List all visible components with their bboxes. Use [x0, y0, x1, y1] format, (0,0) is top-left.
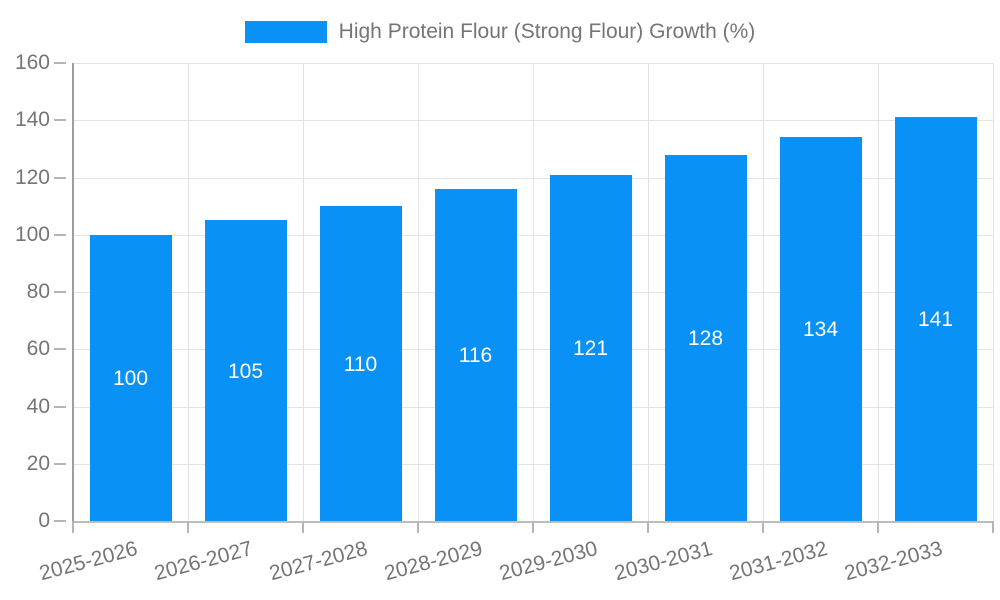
- y-axis-tick-label: 0: [38, 509, 50, 532]
- x-axis-tick: [992, 521, 994, 533]
- y-axis-tick: [54, 233, 66, 236]
- y-axis-tick-label: 160: [14, 51, 50, 74]
- bar-2028-2029[interactable]: 116: [434, 188, 517, 521]
- y-axis-line: [72, 63, 74, 533]
- bar-value-label: 100: [112, 366, 149, 390]
- y-axis-tick: [54, 176, 66, 179]
- bar-value-label: 134: [802, 318, 839, 342]
- y-axis-tick-label: 120: [14, 165, 50, 189]
- x-axis-tick: [302, 521, 304, 533]
- x-gridline: [648, 63, 649, 521]
- x-gridline: [533, 63, 534, 521]
- x-gridline: [878, 63, 879, 521]
- bar-2031-2032[interactable]: 134: [779, 137, 862, 521]
- x-axis-tick: [877, 521, 879, 533]
- x-axis-tick: [762, 521, 764, 533]
- y-axis-tick-label: 20: [26, 451, 50, 475]
- x-gridline: [188, 63, 189, 521]
- x-gridline: [303, 63, 304, 521]
- x-gridline: [993, 63, 994, 521]
- y-axis-tick-label: 40: [26, 394, 50, 418]
- bar-value-label: 105: [227, 359, 264, 383]
- bar-value-label: 116: [458, 343, 493, 367]
- bar-2030-2031[interactable]: 128: [664, 154, 747, 521]
- bar-value-label: 128: [687, 326, 724, 350]
- bar-2027-2028[interactable]: 110: [319, 206, 402, 521]
- x-axis-tick: [647, 521, 649, 533]
- bar-2025-2026[interactable]: 100: [89, 234, 172, 521]
- bar-2026-2027[interactable]: 105: [204, 220, 287, 521]
- y-axis-tick: [54, 291, 66, 293]
- x-axis-tick: [532, 521, 534, 533]
- x-gridline: [763, 63, 764, 521]
- bar-value-label: 110: [343, 352, 378, 376]
- y-axis-tick: [54, 462, 66, 465]
- x-axis-tick: [417, 521, 419, 533]
- bar-2032-2033[interactable]: 141: [894, 117, 977, 521]
- legend-swatch-icon: [244, 21, 327, 43]
- legend-label: High Protein Flour (Strong Flour) Growth…: [338, 20, 756, 43]
- y-axis-tick-label: 100: [14, 222, 50, 246]
- x-axis-tick: [72, 521, 74, 533]
- x-axis-tick: [187, 521, 189, 533]
- y-axis-tick: [54, 405, 66, 408]
- y-axis-tick: [54, 520, 66, 522]
- bar-2029-2030[interactable]: 121: [549, 174, 632, 521]
- y-axis-tick-label: 140: [14, 108, 50, 132]
- bar-value-label: 141: [917, 308, 954, 332]
- y-axis-tick: [54, 62, 66, 64]
- y-axis-tick-label: 80: [26, 280, 50, 303]
- legend-item[interactable]: High Protein Flour (Strong Flour) Growth…: [0, 19, 1000, 45]
- x-gridline: [418, 63, 419, 521]
- y-axis-tick: [54, 348, 66, 351]
- bar-value-label: 121: [572, 336, 609, 360]
- y-axis-tick: [54, 119, 66, 122]
- y-axis-tick-label: 60: [26, 337, 50, 361]
